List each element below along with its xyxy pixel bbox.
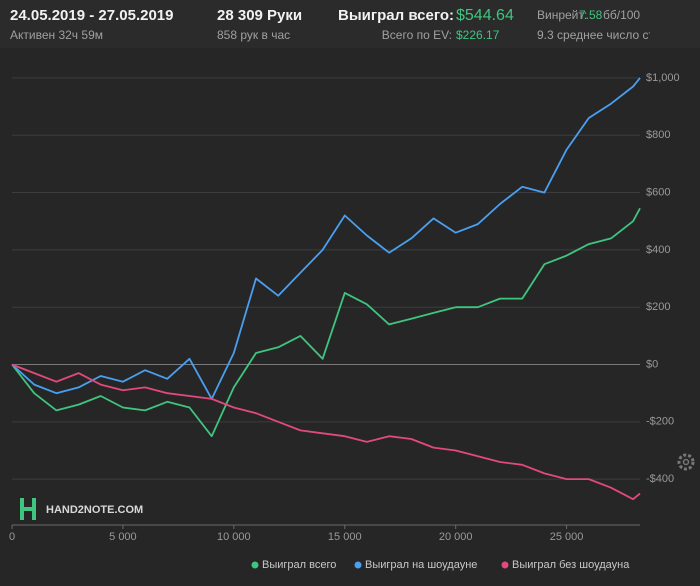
ev-label: Всего по EV: — [382, 28, 452, 42]
legend-marker — [501, 561, 509, 569]
x-tick-label: 25 000 — [550, 531, 584, 543]
x-tick-label: 10 000 — [217, 531, 251, 543]
legend-label: Выиграл всего — [262, 559, 336, 571]
active-time: Активен 32ч 59м — [10, 28, 103, 42]
won-value: $544.64 — [456, 7, 514, 24]
ev-value: $226.17 — [456, 28, 500, 42]
legend: Выиграл всего Выиграл на шоудауне Выиграл … — [251, 559, 630, 571]
y-tick-label: $800 — [646, 129, 670, 141]
y-tick-label: $0 — [646, 358, 658, 370]
x-tick-label: 20 000 — [439, 531, 473, 543]
series-line — [11, 363, 641, 501]
y-tick-label: $200 — [646, 301, 670, 313]
winrate-unit: бб/100 — [603, 8, 640, 22]
winrate-value: 7.58 — [579, 8, 603, 22]
y-tick-label: -$200 — [646, 416, 674, 428]
watermark: HAND2NOTE.COM — [46, 504, 143, 516]
tables: 9.3 среднее число сто — [537, 28, 661, 42]
hands: 28 309 Руки — [217, 7, 302, 24]
y-tick-label: $1,000 — [646, 72, 680, 84]
series-line — [11, 207, 641, 438]
y-tick-label: -$400 — [646, 473, 674, 485]
x-tick-label: 15 000 — [328, 531, 362, 543]
won-label: Выиграл всего: — [338, 7, 454, 24]
legend-marker — [354, 561, 362, 569]
legend-label: Выиграл на шоудауне — [365, 559, 477, 571]
header-background — [0, 0, 700, 48]
logo: HAND2NOTE.COM — [20, 498, 143, 520]
winrate-label: Винрейт: — [537, 8, 587, 22]
legend-label: Выиграл без шоудауна — [512, 559, 630, 571]
y-tick-label: $400 — [646, 244, 670, 256]
hands-per-hour: 858 рук в час — [217, 28, 290, 42]
y-tick-label: $600 — [646, 186, 670, 198]
x-tick-label: 0 — [9, 531, 15, 543]
legend-marker — [251, 561, 259, 569]
settings-icon[interactable] — [677, 453, 695, 471]
series-line — [11, 77, 641, 400]
x-tick-label: 5 000 — [109, 531, 137, 543]
period: 24.05.2019 - 27.05.2019 — [10, 7, 173, 24]
plot-area — [11, 77, 641, 529]
